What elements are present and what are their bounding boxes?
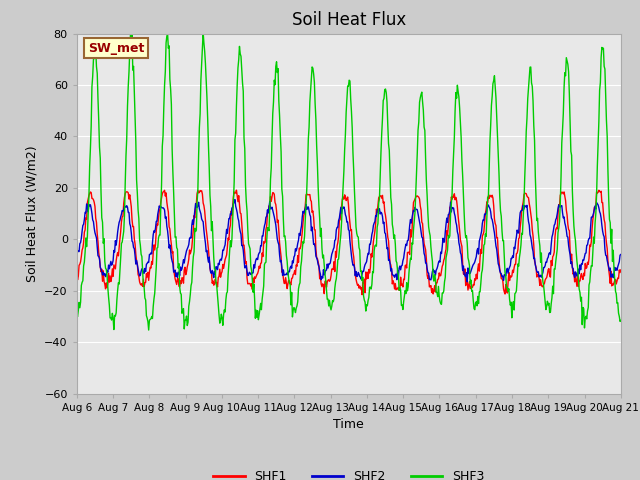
SHF2 xyxy=(139,266,147,272)
SHF1 xyxy=(139,284,147,289)
SHF2 xyxy=(416,218,424,224)
SHF2 xyxy=(231,197,239,203)
SHF1 xyxy=(433,280,440,286)
Title: Soil Heat Flux: Soil Heat Flux xyxy=(292,11,406,29)
SHF3 xyxy=(139,267,147,273)
SHF3 xyxy=(73,311,81,317)
SHF3 xyxy=(617,318,625,324)
SHF2 xyxy=(73,253,81,259)
SHF1 xyxy=(617,267,625,273)
X-axis label: Time: Time xyxy=(333,418,364,431)
SHF2 xyxy=(463,279,471,285)
SHF3 xyxy=(195,153,202,158)
SHF3 xyxy=(224,272,232,277)
SHF2 xyxy=(431,272,439,278)
SHF3 xyxy=(145,327,152,333)
SHF2 xyxy=(194,203,202,209)
SHF2 xyxy=(223,227,230,232)
Line: SHF2: SHF2 xyxy=(77,200,621,282)
SHF3 xyxy=(417,95,424,101)
SHF1 xyxy=(83,216,90,222)
SHF3 xyxy=(83,244,90,250)
SHF1 xyxy=(232,187,240,193)
SHF1 xyxy=(194,188,202,193)
SHF1 xyxy=(73,271,81,277)
Y-axis label: Soil Heat Flux (W/m2): Soil Heat Flux (W/m2) xyxy=(26,145,38,282)
SHF1 xyxy=(358,292,366,298)
Legend: SHF1, SHF2, SHF3: SHF1, SHF2, SHF3 xyxy=(209,465,489,480)
SHF3 xyxy=(433,289,440,295)
Line: SHF3: SHF3 xyxy=(77,32,621,330)
SHF1 xyxy=(417,204,424,209)
Text: SW_met: SW_met xyxy=(88,42,144,55)
SHF2 xyxy=(617,252,625,257)
SHF3 xyxy=(199,29,207,35)
SHF1 xyxy=(223,252,230,258)
SHF2 xyxy=(83,201,90,207)
Line: SHF1: SHF1 xyxy=(77,190,621,295)
